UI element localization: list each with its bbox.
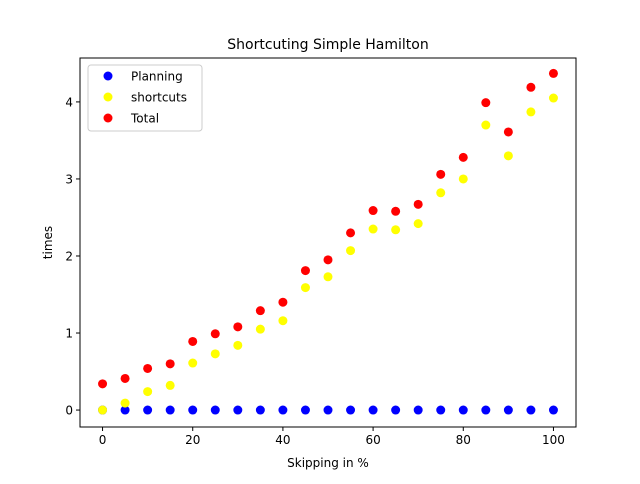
y-tick-label: 1 <box>65 327 73 341</box>
point-shortcuts <box>120 398 130 408</box>
x-tick-label: 40 <box>275 433 290 447</box>
point-shortcuts <box>436 188 446 198</box>
point-total <box>120 373 130 383</box>
point-total <box>526 82 536 92</box>
point-total <box>548 68 558 78</box>
point-shortcuts <box>548 93 558 103</box>
x-tick-label: 0 <box>99 433 107 447</box>
x-tick-label: 100 <box>542 433 565 447</box>
point-shortcuts <box>526 107 536 117</box>
y-axis-label: times <box>41 226 55 259</box>
x-tick-label: 60 <box>365 433 380 447</box>
point-total <box>233 322 243 332</box>
point-total <box>98 379 108 389</box>
point-planning <box>300 405 310 415</box>
point-shortcuts <box>458 174 468 184</box>
point-planning <box>255 405 265 415</box>
legend: Planning shortcuts Total <box>87 64 203 132</box>
x-axis-label: Skipping in % <box>287 456 369 470</box>
point-total <box>323 255 333 265</box>
point-total <box>165 359 175 369</box>
point-planning <box>391 405 401 415</box>
point-planning <box>481 405 491 415</box>
point-total <box>413 199 423 209</box>
point-planning <box>548 405 558 415</box>
point-planning <box>368 405 378 415</box>
point-total <box>278 297 288 307</box>
point-shortcuts <box>233 340 243 350</box>
legend-marker <box>103 113 113 123</box>
x-axis-ticks: 0 20 40 60 80 100 <box>99 427 565 447</box>
point-total <box>458 152 468 162</box>
point-planning <box>233 405 243 415</box>
point-shortcuts <box>300 283 310 293</box>
y-tick-label: 4 <box>65 95 73 109</box>
legend-marker <box>103 92 113 102</box>
point-shortcuts <box>346 246 356 256</box>
point-total <box>210 329 220 339</box>
point-shortcuts <box>98 405 108 415</box>
point-shortcuts <box>368 224 378 234</box>
point-planning <box>210 405 220 415</box>
point-planning <box>458 405 468 415</box>
legend-label: shortcuts <box>131 91 187 105</box>
point-planning <box>323 405 333 415</box>
point-planning <box>503 405 513 415</box>
y-tick-label: 0 <box>65 404 73 418</box>
point-total <box>503 127 513 137</box>
point-shortcuts <box>481 120 491 130</box>
chart-title: Shortcuting Simple Hamilton <box>227 37 428 53</box>
point-total <box>481 98 491 108</box>
plot-frame <box>79 57 577 428</box>
point-shortcuts <box>210 349 220 359</box>
point-total <box>143 363 153 373</box>
y-tick-label: 3 <box>65 172 73 186</box>
point-planning <box>120 405 130 415</box>
legend-marker <box>103 71 113 81</box>
point-planning <box>436 405 446 415</box>
point-shortcuts <box>255 324 265 334</box>
point-planning <box>346 405 356 415</box>
point-planning <box>278 405 288 415</box>
y-axis-ticks: 0 1 2 3 4 <box>65 95 80 418</box>
point-shortcuts <box>165 380 175 390</box>
point-planning <box>188 405 198 415</box>
y-tick-label: 2 <box>65 249 73 263</box>
point-planning <box>143 405 153 415</box>
x-tick-label: 20 <box>185 433 200 447</box>
point-total <box>391 206 401 216</box>
point-total <box>188 336 198 346</box>
point-shortcuts <box>413 219 423 229</box>
legend-box <box>87 64 203 132</box>
point-shortcuts <box>143 387 153 397</box>
point-shortcuts <box>188 358 198 368</box>
point-total <box>300 266 310 276</box>
point-total <box>346 228 356 238</box>
legend-label: Total <box>130 112 159 126</box>
legend-label: Planning <box>131 70 183 84</box>
point-shortcuts <box>323 272 333 282</box>
point-planning <box>165 405 175 415</box>
point-shortcuts <box>391 225 401 235</box>
point-total <box>255 306 265 316</box>
point-total <box>436 169 446 179</box>
point-planning <box>526 405 536 415</box>
point-shortcuts <box>278 316 288 326</box>
point-planning <box>413 405 423 415</box>
data-points <box>98 68 558 415</box>
x-tick-label: 80 <box>456 433 471 447</box>
point-total <box>368 206 378 216</box>
point-shortcuts <box>503 151 513 161</box>
